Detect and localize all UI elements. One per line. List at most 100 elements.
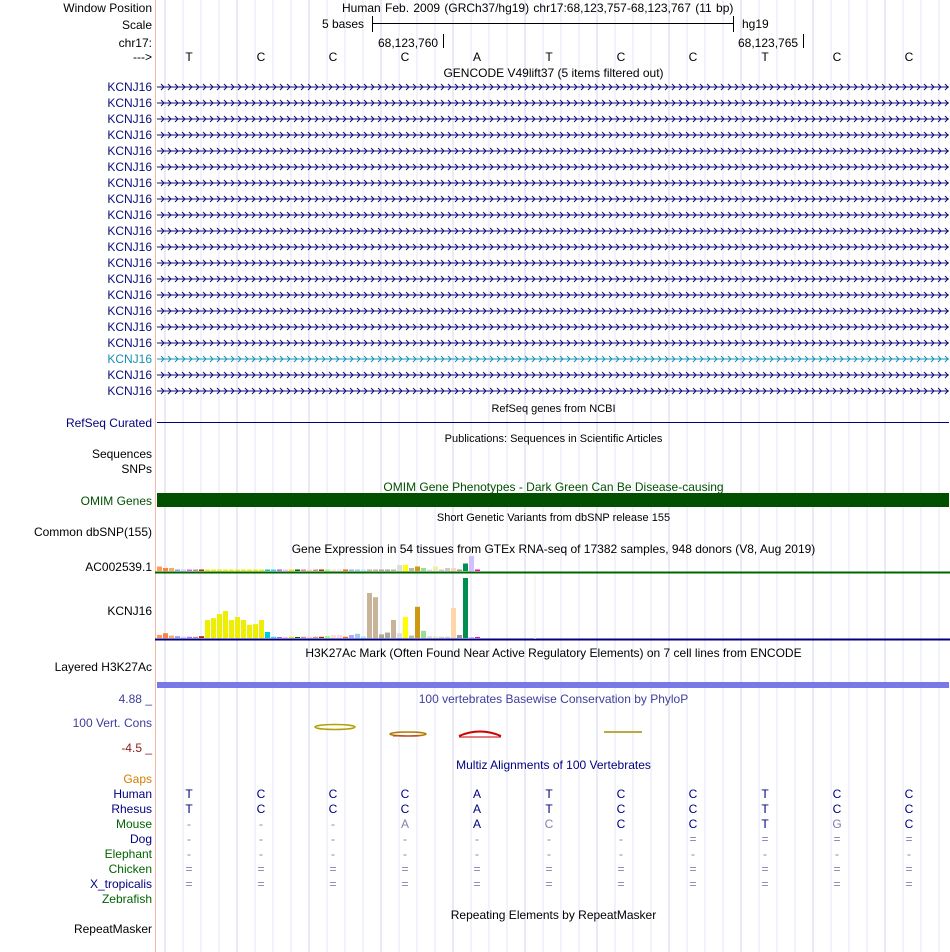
gencode-transcript-label[interactable]: KCNJ16 [107, 144, 152, 158]
gencode-transcript-arrows[interactable] [157, 195, 949, 203]
species-label[interactable]: Chicken [108, 862, 152, 876]
species-label[interactable]: X_tropicalis [89, 877, 152, 891]
gencode-transcript-arrows[interactable] [157, 275, 949, 283]
repeatmasker-title[interactable]: Repeating Elements by RepeatMasker [450, 908, 657, 922]
gencode-transcript-arrows[interactable] [157, 355, 949, 363]
phylop-label[interactable]: 100 Vert. Cons [72, 716, 152, 730]
h3k27ac-label[interactable]: Layered H3K27Ac [54, 660, 152, 674]
gencode-transcript-arrows[interactable] [157, 323, 949, 331]
gencode-transcript-label[interactable]: KCNJ16 [107, 176, 152, 190]
gencode-transcript-label[interactable]: KCNJ16 [107, 96, 152, 110]
gaps-label[interactable]: Gaps [123, 772, 152, 786]
gtex-bar [193, 636, 198, 638]
gtex-bar [391, 620, 396, 638]
species-label[interactable]: Dog [129, 832, 152, 846]
aligned-base: C [544, 817, 554, 831]
gtex-bar [265, 569, 270, 571]
omim-label[interactable]: OMIM Genes [80, 494, 152, 508]
gtex-bar [163, 633, 168, 638]
phylop-conservation-plot[interactable] [157, 715, 950, 745]
gencode-transcript-arrows[interactable] [157, 387, 949, 395]
gencode-transcript-label[interactable]: KCNJ16 [107, 368, 152, 382]
gtex-bar [229, 569, 234, 571]
aligned-base: C [904, 817, 914, 831]
omim-bar[interactable] [157, 493, 949, 507]
species-label[interactable]: Zebrafish [101, 892, 152, 906]
repeatmasker-label[interactable]: RepeatMasker [73, 922, 152, 936]
aligned-base: = [905, 877, 913, 891]
gencode-transcript-label[interactable]: KCNJ16 [107, 352, 152, 366]
multiz-title[interactable]: Multiz Alignments of 100 Vertebrates [456, 758, 651, 772]
species-label[interactable]: Human [113, 787, 152, 801]
gencode-transcript-label[interactable]: KCNJ16 [107, 208, 152, 222]
gencode-transcript-arrows[interactable] [157, 99, 949, 107]
aligned-base: C [616, 817, 626, 831]
gencode-transcript-label[interactable]: KCNJ16 [107, 224, 152, 238]
gtex-title[interactable]: Gene Expression in 54 tissues from GTEx … [291, 542, 816, 556]
h3k27ac-signal-bar[interactable] [157, 682, 949, 688]
gencode-transcript-arrows[interactable] [157, 163, 949, 171]
gencode-transcript-arrows[interactable] [157, 115, 949, 123]
gencode-transcript-arrows[interactable] [157, 371, 949, 379]
gencode-transcript-label[interactable]: KCNJ16 [107, 320, 152, 334]
gencode-transcript-arrows[interactable] [157, 307, 949, 315]
gtex-gene-label-1[interactable]: AC002539.1 [85, 560, 152, 574]
gencode-transcript-label[interactable]: KCNJ16 [107, 336, 152, 350]
aligned-base: - [547, 832, 551, 846]
gencode-transcript-arrows[interactable] [157, 147, 949, 155]
gtex-bar [295, 637, 300, 638]
aligned-base: T [185, 787, 193, 801]
species-label[interactable]: Elephant [104, 847, 152, 861]
gencode-transcript-label[interactable]: KCNJ16 [107, 240, 152, 254]
gencode-title[interactable]: GENCODE V49lift37 (5 items filtered out) [443, 66, 664, 80]
publications-snps-label[interactable]: SNPs [121, 462, 152, 476]
gencode-transcript-arrows[interactable] [157, 179, 949, 187]
gtex-bar [427, 636, 432, 638]
gencode-transcript-arrows[interactable] [157, 131, 949, 139]
aligned-base: C [688, 817, 698, 831]
gencode-transcript-arrows[interactable] [157, 227, 949, 235]
gtex-bar [379, 569, 384, 571]
aligned-base: = [545, 862, 553, 876]
refseq-title[interactable]: RefSeq genes from NCBI [491, 403, 616, 415]
gencode-transcript-label[interactable]: KCNJ16 [107, 160, 152, 174]
gtex-bar [307, 569, 312, 571]
gtex-expression-plot[interactable] [155, 555, 950, 643]
publications-title[interactable]: Publications: Sequences in Scientific Ar… [444, 433, 663, 445]
gencode-transcript-label[interactable]: KCNJ16 [107, 80, 152, 94]
species-label[interactable]: Rhesus [111, 802, 152, 816]
gtex-bar [301, 636, 306, 638]
gencode-transcript-label[interactable]: KCNJ16 [107, 288, 152, 302]
gencode-transcript-arrows[interactable] [157, 291, 949, 299]
label-column-divider [155, 0, 156, 952]
gencode-transcript-label[interactable]: KCNJ16 [107, 384, 152, 398]
species-label[interactable]: Mouse [115, 817, 152, 831]
gtex-bar [199, 569, 204, 571]
gencode-transcript-label[interactable]: KCNJ16 [107, 112, 152, 126]
window-position-value[interactable]: Human Feb. 2009 (GRCh37/hg19) chr17:68,1… [342, 1, 734, 15]
dbsnp-label[interactable]: Common dbSNP(155) [33, 525, 152, 539]
gencode-transcript-arrows[interactable] [157, 211, 949, 219]
gencode-transcript-arrows[interactable] [157, 243, 949, 251]
aligned-base: = [761, 832, 769, 846]
gencode-transcript-label[interactable]: KCNJ16 [107, 272, 152, 286]
gencode-transcript-label[interactable]: KCNJ16 [107, 256, 152, 270]
dbsnp-title[interactable]: Short Genetic Variants from dbSNP releas… [436, 512, 671, 524]
aligned-base: - [187, 847, 191, 861]
omim-title[interactable]: OMIM Gene Phenotypes - Dark Green Can Be… [383, 480, 724, 494]
gtex-gene-label-2[interactable]: KCNJ16 [107, 604, 152, 618]
gencode-transcript-label[interactable]: KCNJ16 [107, 304, 152, 318]
aligned-base: = [329, 877, 337, 891]
gencode-transcript-arrows[interactable] [157, 339, 949, 347]
refseq-label[interactable]: RefSeq Curated [65, 416, 152, 430]
gencode-transcript-arrows[interactable] [157, 83, 949, 91]
phylop-title[interactable]: 100 vertebrates Basewise Conservation by… [418, 692, 689, 706]
assembly-label: hg19 [742, 17, 769, 31]
aligned-base: - [547, 847, 551, 861]
gtex-bar [415, 606, 420, 638]
h3k27ac-title[interactable]: H3K27Ac Mark (Often Found Near Active Re… [305, 646, 802, 660]
gencode-transcript-label[interactable]: KCNJ16 [107, 192, 152, 206]
gencode-transcript-label[interactable]: KCNJ16 [107, 128, 152, 142]
gencode-transcript-arrows[interactable] [157, 259, 949, 267]
publications-sequences-label[interactable]: Sequences [91, 447, 152, 461]
